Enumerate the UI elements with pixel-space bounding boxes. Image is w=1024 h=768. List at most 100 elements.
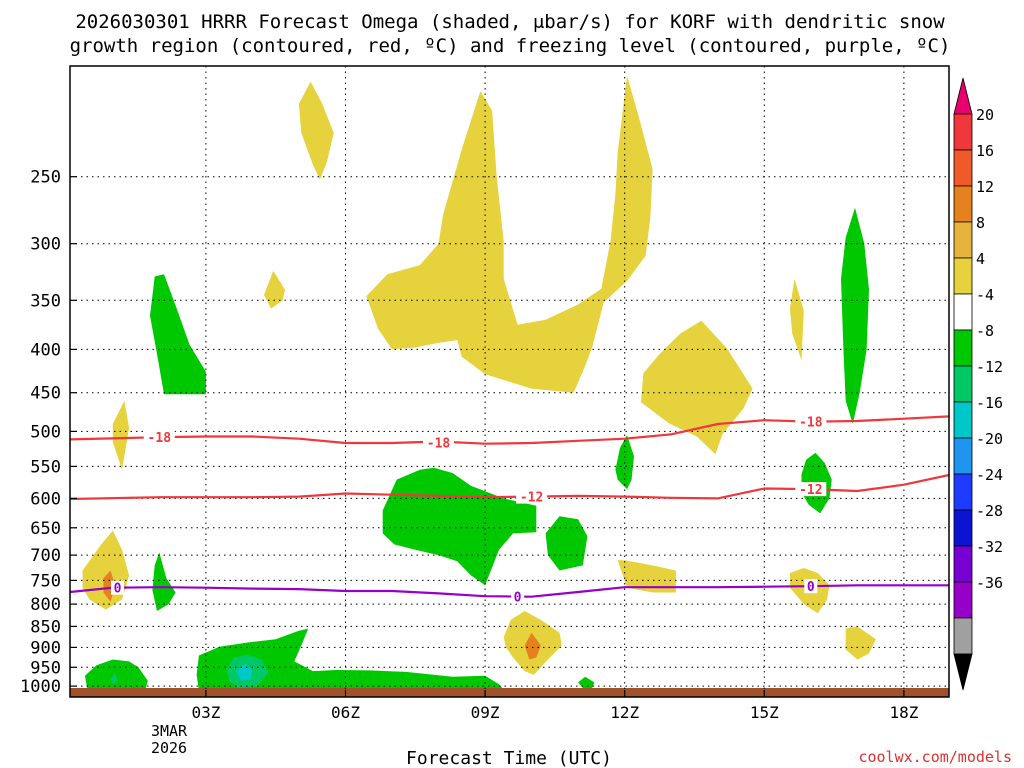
contour-label-2-1: 0 <box>514 591 522 606</box>
colorbar-label-1: 16 <box>976 142 994 160</box>
chart-title-line-1: 2026030301 HRRR Forecast Omega (shaded, … <box>75 11 945 33</box>
contour-label-bg <box>795 414 827 429</box>
omega-region-3 <box>641 320 753 455</box>
y-tick-label-15: 1000 <box>20 677 61 697</box>
colorbar-label-8: -16 <box>976 394 1003 412</box>
colorbar-segment-1 <box>953 113 973 151</box>
x-tick-label-1: 06Z <box>331 703 360 722</box>
omega-region-24 <box>110 673 118 685</box>
grid-lines <box>70 66 949 697</box>
y-tick-label-13: 900 <box>30 638 61 658</box>
colorbar: 20 16 12 8 4 -4 -8 -12 -16 -20 -24 -28 -32 -36 <box>953 77 1003 691</box>
x-axis: 03Z 06Z 09Z 12Z 15Z 18Z <box>191 690 919 722</box>
y-tick-label-0: 250 <box>30 168 61 188</box>
colorbar-segment-13 <box>953 545 973 583</box>
colorbar-label-2: 12 <box>976 178 994 196</box>
colorbar-segment-6 <box>953 293 973 331</box>
colorbar-label-9: -20 <box>976 430 1003 448</box>
omega-region-5 <box>112 400 130 470</box>
contour-label-bg <box>111 580 124 595</box>
colorbar-label-12: -32 <box>976 538 1003 556</box>
colorbar-segment-15 <box>953 617 973 655</box>
contour-label-2-0: 0 <box>114 582 122 597</box>
omega-region-4 <box>789 278 804 361</box>
colorbar-segment-11 <box>953 473 973 511</box>
contour-label-0-0: -18 <box>148 431 172 446</box>
y-tick-label-7: 600 <box>30 489 61 509</box>
omega-region-2 <box>264 270 285 309</box>
temperature-contours: -18 -18 -18 -12 -12 0 0 0 <box>69 414 950 606</box>
x-tick-label-5: 18Z <box>889 703 918 722</box>
contour-label-1-0: -12 <box>520 491 543 506</box>
contour-label-bg <box>143 430 175 445</box>
x-tick-label-3: 12Z <box>610 703 639 722</box>
colorbar-label-5: -4 <box>976 286 994 304</box>
y-tick-label-6: 550 <box>30 457 61 477</box>
chart-title-line-2: growth region (contoured, red, ºC) and f… <box>70 35 951 57</box>
omega-region-12 <box>845 626 876 660</box>
colorbar-segment-2 <box>953 149 973 187</box>
x-axis-date-year: 2026 <box>151 739 187 757</box>
y-tick-label-12: 850 <box>30 617 61 637</box>
colorbar-segment-10 <box>953 437 973 475</box>
y-tick-label-1: 300 <box>30 235 61 255</box>
y-tick-label-4: 450 <box>30 384 61 404</box>
omega-region-23 <box>236 663 253 681</box>
omega-region-1 <box>366 75 653 393</box>
colorbar-segment-4 <box>953 221 973 259</box>
terrain-strip <box>70 688 949 697</box>
omega-region-14 <box>841 207 869 424</box>
x-axis-label: Forecast Time (UTC) <box>406 748 612 768</box>
y-tick-label-14: 950 <box>30 658 61 678</box>
contour-label-1-1: -12 <box>799 483 822 498</box>
omega-region-19 <box>152 552 176 611</box>
contour-label-bg <box>423 435 454 450</box>
y-tick-label-9: 700 <box>30 546 61 566</box>
watermark: coolwx.com/models <box>858 748 1012 766</box>
y-axis: 2503003504004505005506006507007508008509… <box>20 168 77 697</box>
contour-label-bg <box>516 489 548 504</box>
colorbar-label-3: 8 <box>976 214 985 232</box>
omega-region-9 <box>524 632 541 660</box>
colorbar-segment-12 <box>953 509 973 547</box>
colorbar-label-4: 4 <box>976 250 985 268</box>
contour-label-bg <box>795 482 827 497</box>
colorbar-label-7: -12 <box>976 358 1003 376</box>
contour-label-2-2: 0 <box>807 580 815 595</box>
omega-region-25 <box>578 676 595 688</box>
omega-region-10 <box>617 560 676 593</box>
colorbar-segment-5 <box>953 257 973 295</box>
plot-area: -18 -18 -18 -12 -12 0 0 0 <box>69 65 950 698</box>
omega-region-0 <box>298 81 334 180</box>
colorbar-segment-3 <box>953 185 973 223</box>
contour-line-2 <box>69 584 949 598</box>
contour-label-bg <box>511 589 525 604</box>
omega-region-21 <box>196 628 504 691</box>
y-tick-label-10: 750 <box>30 571 61 591</box>
contour-label-0-2: -18 <box>799 416 823 431</box>
x-tick-label-4: 15Z <box>750 703 779 722</box>
y-tick-label-8: 650 <box>30 519 61 539</box>
x-axis-date-month: 3MAR <box>151 722 188 740</box>
y-tick-label-2: 350 <box>30 291 61 311</box>
colorbar-label-10: -24 <box>976 466 1003 484</box>
x-tick-label-2: 09Z <box>471 703 500 722</box>
colorbar-segment-14 <box>953 581 973 619</box>
y-tick-label-5: 500 <box>30 422 61 442</box>
colorbar-segment-0 <box>953 77 973 115</box>
colorbar-segment-16 <box>953 653 973 691</box>
colorbar-label-6: -8 <box>976 322 994 340</box>
y-tick-label-3: 400 <box>30 340 61 360</box>
omega-region-18 <box>545 516 588 571</box>
contour-label-bg <box>804 579 818 594</box>
plot-frame <box>69 65 950 698</box>
colorbar-label-0: 20 <box>976 106 994 124</box>
contour-label-0-1: -18 <box>427 436 451 451</box>
colorbar-label-11: -28 <box>976 502 1003 520</box>
colorbar-segment-9 <box>953 401 973 439</box>
x-tick-label-0: 03Z <box>191 703 220 722</box>
y-tick-label-11: 800 <box>30 595 61 615</box>
colorbar-segment-7 <box>953 329 973 367</box>
omega-region-13 <box>150 274 206 395</box>
